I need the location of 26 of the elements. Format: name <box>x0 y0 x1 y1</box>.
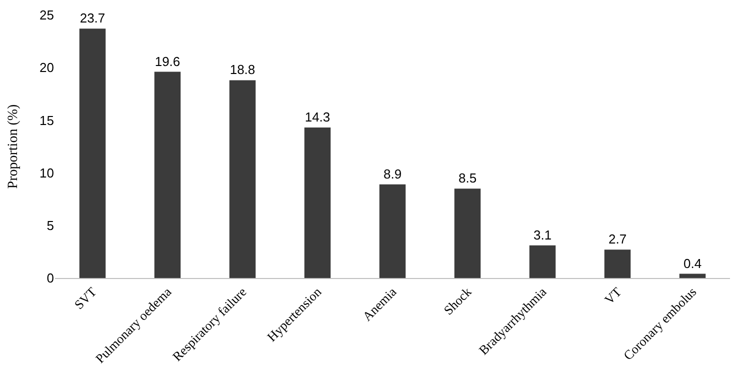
bar <box>154 72 181 278</box>
y-tick-label: 10 <box>40 165 54 180</box>
y-tick-label: 15 <box>40 112 54 128</box>
data-label: 19.6 <box>154 54 180 69</box>
y-tick-label: 20 <box>40 60 54 76</box>
data-label: 8.9 <box>383 166 402 182</box>
data-label: 18.8 <box>230 62 256 78</box>
data-label: 3.1 <box>533 227 552 242</box>
data-label: 0.4 <box>683 256 702 271</box>
bar <box>454 188 481 278</box>
data-label: 14.3 <box>304 110 330 125</box>
y-tick-label: 5 <box>46 218 54 233</box>
bar <box>604 250 631 278</box>
x-tick-label: VT <box>601 284 624 308</box>
y-axis-title: Proportion (%) <box>6 104 21 189</box>
y-tick-label: 0 <box>46 270 54 286</box>
data-label: 23.7 <box>80 10 106 26</box>
bar <box>229 80 256 278</box>
bar <box>529 245 556 278</box>
data-label: 8.5 <box>458 170 477 186</box>
bar <box>679 274 706 278</box>
bar <box>304 128 331 278</box>
bar <box>79 28 106 278</box>
bar <box>379 184 406 278</box>
data-label: 2.7 <box>608 232 627 247</box>
y-tick-label: 25 <box>40 8 54 23</box>
